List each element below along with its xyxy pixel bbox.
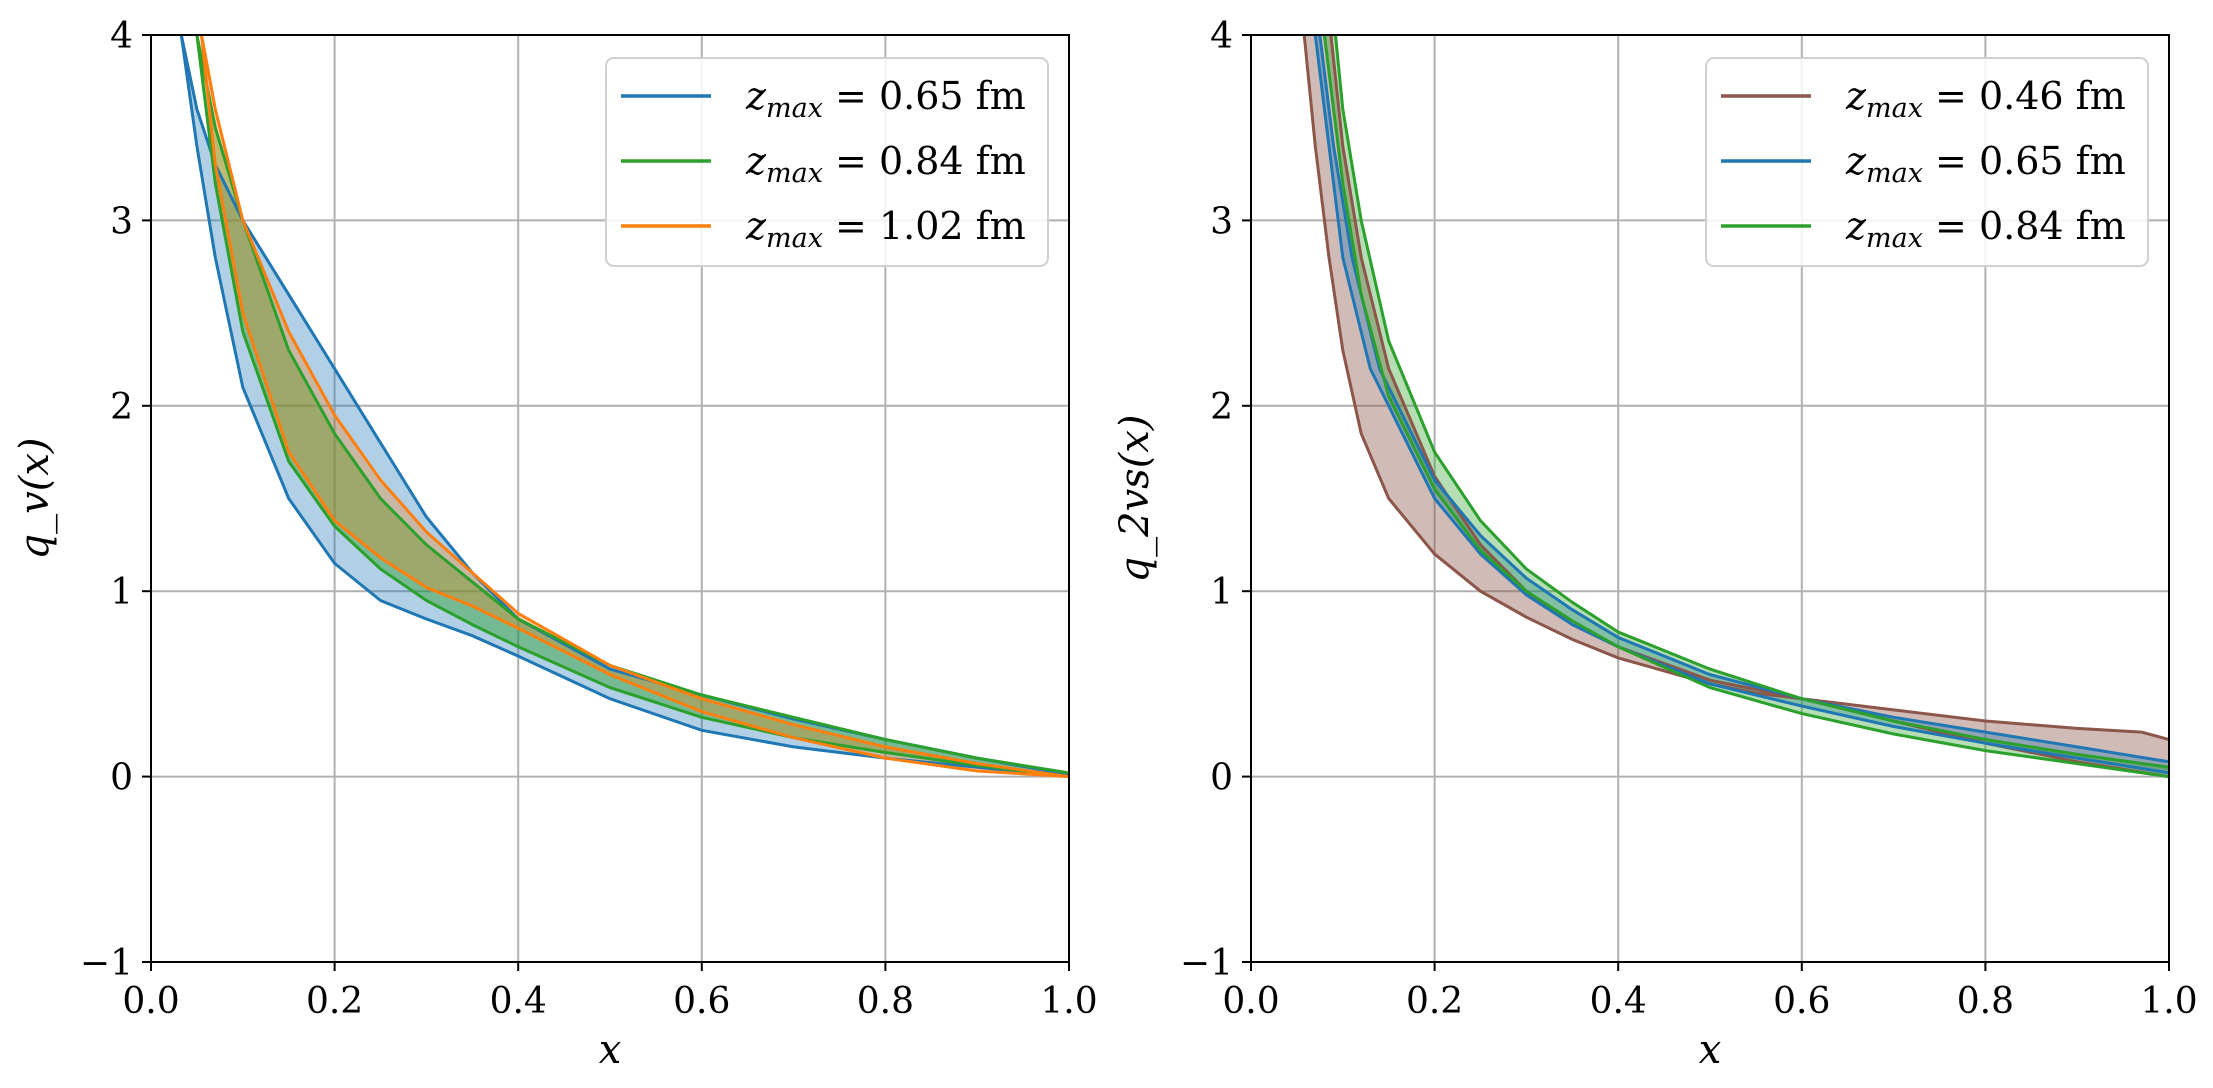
panel0-y-tick-label-3: 2	[110, 387, 133, 428]
panel1-legend-entry-2: zmax = 0.84 fm	[1845, 204, 2126, 254]
panel0-lower-line-0	[179, 35, 1069, 779]
panel1-legend-box	[1705, 57, 2149, 267]
panel0-x-tick-label-3: 0.6	[673, 981, 730, 1022]
panel1-band-1	[1315, 35, 2169, 773]
panel0-upper-line-1	[195, 35, 1069, 775]
panel1-axes-frame	[1250, 34, 2170, 963]
panel1-legend-entry-0: zmax = 0.46 fm	[1845, 74, 2126, 124]
right-chart-panel: 0.0 0.2 0.4 0.6 0.8 1.0 −1 0 1 2 3 4 x q_2vs(x) zmax =…	[1112, 16, 2198, 1073]
panel0-x-tick-label-4: 0.8	[857, 981, 914, 1022]
panel1-lower-line-1	[1313, 35, 2169, 775]
panel0-upper-line-2	[200, 35, 1069, 779]
panel0-x-axis-label: x	[599, 1027, 622, 1073]
panel0-y-axis-label: q_v(x)	[12, 438, 58, 560]
panel0-x-tick-label-1: 0.2	[306, 981, 363, 1022]
panel0-y-tick-label-4: 3	[110, 201, 133, 242]
panel1-y-axis-label: q_2vs(x)	[1112, 415, 1158, 583]
panel1-x-tick-label-1: 0.2	[1406, 981, 1463, 1022]
panel1-x-tick-label-3: 0.6	[1773, 981, 1830, 1022]
panel0-legend: zmax = 0.65 fm zmax = 0.84 fm zmax = 1.02 …	[605, 57, 1049, 267]
panel0-y-tick-label-2: 1	[110, 572, 133, 613]
panel1-legend-entry-1: zmax = 0.65 fm	[1845, 139, 2126, 189]
panel0-lower-line-2	[200, 35, 1069, 779]
left-chart-panel: 0.0 0.2 0.4 0.6 0.8 1.0 −1 0 1 2 3 4 x q_v(x) zmax = 0…	[12, 16, 1098, 1073]
panel1-y-tick-label-3: 2	[1210, 387, 1233, 428]
panel0-legend-box	[605, 57, 1049, 267]
panel0-lower-line-1	[195, 35, 1069, 779]
panel0-plot-area	[179, 35, 1069, 779]
panel1-y-tick-label-5: 4	[1210, 16, 1233, 57]
panel0-legend-entry-0: zmax = 0.65 fm	[745, 74, 1026, 124]
panel1-y-tick-label-4: 3	[1210, 201, 1233, 242]
panel0-x-tick-label-5: 1.0	[1040, 981, 1097, 1022]
panel1-y-tick-label-1: 0	[1210, 758, 1233, 799]
panel1-lower-line-2	[1322, 35, 2169, 779]
panel1-plot-area	[1302, 35, 2169, 779]
panel1-x-tick-label-4: 0.8	[1957, 981, 2014, 1022]
panel1-x-tick-label-5: 1.0	[2140, 981, 2197, 1022]
panel0-x-tick-label-2: 0.4	[490, 981, 547, 1022]
panel1-legend: zmax = 0.46 fm zmax = 0.65 fm zmax = 0.84 …	[1705, 57, 2149, 267]
panel1-band-2	[1324, 35, 2169, 777]
panel0-band-0	[181, 35, 1069, 777]
panel1-x-tick-label-0: 0.0	[1222, 981, 1279, 1022]
panel0-axes-frame	[150, 34, 1070, 963]
panel1-y-tick-label-2: 1	[1210, 572, 1233, 613]
panel0-legend-entry-1: zmax = 0.84 fm	[745, 139, 1026, 189]
panel1-x-axis-label: x	[1699, 1027, 1722, 1073]
panel0-y-tick-label-5: 4	[110, 16, 133, 57]
panel0-legend-entry-2: zmax = 1.02 fm	[745, 204, 1026, 254]
panel1-upper-line-2	[1334, 35, 2169, 769]
panel0-y-tick-label-0: −1	[80, 943, 133, 984]
panel0-y-tick-label-1: 0	[110, 758, 133, 799]
panel1-y-tick-label-0: −1	[1180, 943, 1233, 984]
panel1-x-tick-label-2: 0.4	[1590, 981, 1647, 1022]
panel0-x-tick-label-0: 0.0	[122, 981, 179, 1022]
